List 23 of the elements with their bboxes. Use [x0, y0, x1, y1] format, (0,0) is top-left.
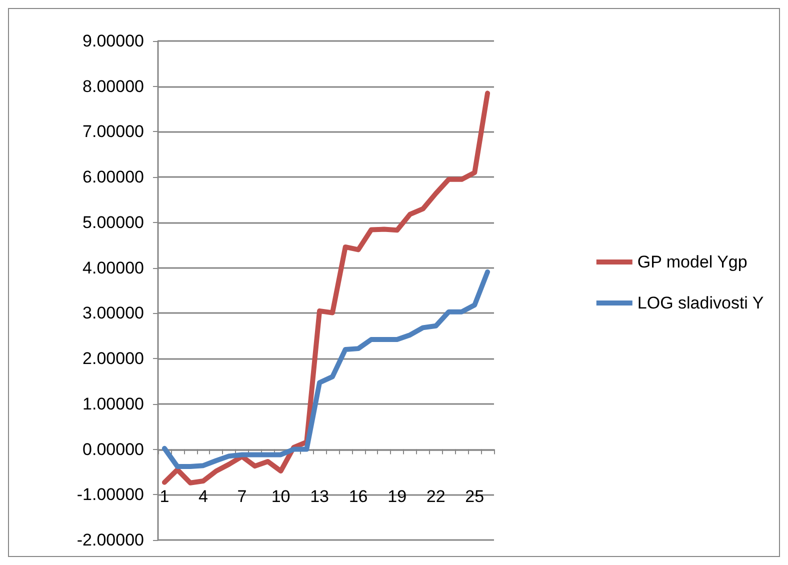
- y-tick-label: 0.00000: [82, 440, 144, 459]
- legend-label: LOG sladivosti Y: [637, 294, 764, 312]
- x-tick-label: 16: [348, 487, 368, 506]
- y-tick-label: 5.00000: [82, 212, 144, 232]
- legend-label: GP model Ygp: [637, 252, 748, 272]
- x-tick-label: 7: [237, 487, 247, 506]
- y-tick-label: 9.00000: [82, 32, 144, 50]
- x-tick-label: 10: [271, 487, 290, 506]
- x-tick-label: 1: [160, 487, 170, 506]
- x-tick-label: 13: [310, 487, 329, 506]
- x-tick-label: 19: [388, 487, 407, 506]
- y-tick-label: 7.00000: [82, 122, 144, 142]
- x-tick-label: 22: [426, 487, 446, 506]
- y-tick-label: -1.00000: [76, 485, 144, 504]
- y-tick-label: 3.00000: [82, 304, 144, 323]
- y-tick-label: 8.00000: [82, 76, 144, 96]
- y-tick-label: 4.00000: [82, 258, 144, 278]
- y-tick-label: 1.00000: [82, 394, 144, 414]
- x-tick-label: 4: [198, 487, 208, 506]
- x-tick-label: 25: [465, 487, 484, 506]
- y-tick-label: 2.00000: [82, 349, 144, 368]
- y-tick-label: -2.00000: [76, 530, 144, 550]
- y-tick-label: 6.00000: [82, 168, 144, 187]
